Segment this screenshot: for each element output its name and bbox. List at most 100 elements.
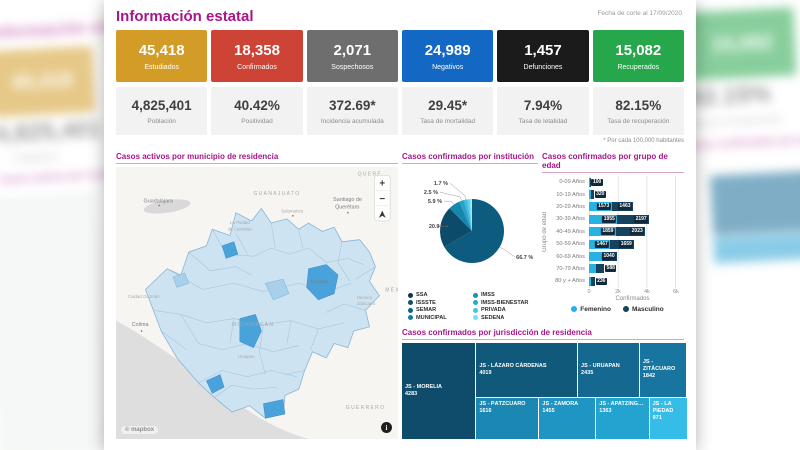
treemap-cell[interactable]: JS - LA PIEDAD 971 <box>649 397 687 439</box>
legend-dot-icon <box>473 292 478 298</box>
michoacan-state-shape <box>145 207 380 419</box>
pie-legend-column: SSA ISSSTE SEMAR MUNICIPAL <box>408 292 473 322</box>
map-city-dot <box>307 286 310 289</box>
treemap-panel-title: Casos confirmados por jurisdicción de re… <box>402 328 684 340</box>
map-label: Morelia <box>311 279 330 285</box>
rate-card-row: 4,825,401 Población 40.42% Positividad 372.6… <box>116 87 684 135</box>
treemap-cell[interactable]: JS - PÁTZCUARO 1616 <box>476 397 539 439</box>
compass-pitch-button[interactable] <box>378 210 386 218</box>
stat-card-estudiados: 45,418 Estudiados <box>116 30 208 82</box>
pie-slice <box>469 199 472 231</box>
bar-row-label: 60-69 Años <box>556 253 585 260</box>
treemap-cell[interactable]: JS - URUAPAN 2435 <box>578 343 639 397</box>
bar-track: 1467 1659 <box>589 239 676 249</box>
mapbox-attribution[interactable]: © mapbox <box>121 426 159 434</box>
map-city-dot <box>291 214 294 217</box>
bar-row: 50-59 Años 1467 1659 <box>551 238 684 250</box>
map-label: Santiago de <box>333 197 362 203</box>
pie-panel: Casos confirmados por institución 66.7 %… <box>402 152 538 324</box>
rate-label: Incidencia acumulada <box>320 117 384 125</box>
bar-value-label: 1467 <box>595 240 610 248</box>
bar-track: 1955 2197 <box>589 214 676 224</box>
treemap-cell-name: JS - ZAMORA <box>542 400 579 407</box>
rate-label: Positividad <box>241 117 273 125</box>
map-label: Querétaro <box>335 204 359 210</box>
bars-panel: Casos confirmados por grupo de edad Grup… <box>542 152 684 324</box>
pie-legend-label: IMSS-BIENESTAR <box>481 299 529 306</box>
rate-label: Tasa de recuperación <box>607 117 670 125</box>
bar-segment-femenino <box>589 276 592 286</box>
stat-value: 18,358 <box>234 41 280 59</box>
rate-value: 4,825,401 <box>131 97 192 113</box>
treemap-panel: Casos confirmados por jurisdicción de re… <box>402 328 687 439</box>
map-label: Guadalajara <box>144 198 174 204</box>
map-zoom-control: + − <box>374 174 391 222</box>
panels-area: Casos activos por municipio de residenci… <box>116 146 687 439</box>
bar-track: 1859 2023 <box>589 227 676 237</box>
rate-label: Población <box>147 117 176 125</box>
bar-row-label: 0-09 Años <box>559 179 585 186</box>
bars-x-axis-label: Confirmados <box>615 295 650 302</box>
pie-callout-label: 2.5 % <box>424 190 438 196</box>
treemap-cell[interactable]: JS - MORELIA 4283 <box>402 343 476 439</box>
legend-dot-icon <box>408 292 413 298</box>
zoom-out-button[interactable]: − <box>379 194 385 205</box>
bar-value-label: 236 <box>595 277 607 285</box>
bar-value-label: 1040 <box>602 253 617 261</box>
bar-track: 1573 1463 <box>589 202 676 212</box>
jurisdiction-treemap: JS - MORELIA 4283 JS - LÁZARO CÁRDENAS 401… <box>402 343 687 439</box>
bar-segment-femenino <box>589 264 596 274</box>
choropleth-map[interactable]: Guadalajara GUANAJUATO Salamanca Santiago d… <box>116 167 398 439</box>
treemap-cell[interactable]: JS - ZAMORA 1455 <box>539 397 596 439</box>
stat-value: 15,082 <box>615 41 662 59</box>
pie-legend-item: ISSSTE <box>408 300 473 306</box>
pie-slice <box>471 199 472 231</box>
bar-row-label: 50-59 Años <box>556 241 585 248</box>
legend-dot-icon <box>408 300 413 305</box>
treemap-cell[interactable]: JS - ZITÁCUARO 1842 <box>639 343 686 397</box>
bar-segment-masculino <box>589 177 591 187</box>
bars-panel-title: Casos confirmados por grupo de edad <box>542 152 684 173</box>
pie-legend-item: SSA <box>408 292 473 298</box>
pie-slice <box>467 199 472 231</box>
treemap-cell-name: JS - MORELIA <box>405 383 442 390</box>
treemap-cell-value: 971 <box>652 415 662 422</box>
info-icon[interactable]: i <box>381 422 392 433</box>
ocean <box>116 320 309 439</box>
lake-chapala <box>143 199 191 214</box>
rate-label: Tasa de mortalidad <box>420 117 476 125</box>
map-svg: Guadalajara GUANAJUATO Salamanca Santiago d… <box>116 170 398 439</box>
bar-value-label: 1463 <box>617 203 633 211</box>
zoom-in-button[interactable]: + <box>379 179 385 190</box>
bar-segment-femenino <box>589 177 590 187</box>
bars-legend-label: Masculino <box>631 305 664 313</box>
legend-dot-icon <box>473 300 478 305</box>
bar-segment-femenino <box>589 252 603 262</box>
pie-legend-column: IMSS IMSS-BIENESTAR PRIVADA SEDENA <box>473 292 538 322</box>
bar-segment-femenino <box>589 190 592 200</box>
treemap-cell[interactable]: JS - APATZINGÁN 1363 <box>596 397 649 439</box>
treemap-cell-value: 1363 <box>599 407 612 414</box>
stat-label: Sospechosos <box>331 63 374 71</box>
pie-callout-line <box>444 200 455 205</box>
x-tick: 2k <box>615 288 621 295</box>
treemap-cell-value: 4283 <box>405 391 418 397</box>
pie-slice <box>464 199 472 231</box>
bar-track: 320 <box>589 190 676 200</box>
map-label: GUERRERO <box>346 405 385 411</box>
bar-row-label: 40-49 Años <box>556 228 585 235</box>
pie-callout-line <box>439 191 462 201</box>
map-label: Zitácuaro <box>357 301 376 306</box>
pie-callout-label: 20.9 % <box>429 224 446 230</box>
stat-label: Confirmados <box>237 63 277 71</box>
pie-slice <box>444 199 504 263</box>
treemap-cell[interactable]: JS - LÁZARO CÁRDENAS 4019 <box>476 343 578 397</box>
bar-segment-masculino <box>591 190 594 200</box>
rate-value: 82.15% <box>615 97 662 113</box>
dashboard-card: Información estatal Fecha de corte al 17… <box>104 0 696 450</box>
bar-row: 60-69 Años 1040 <box>551 250 684 262</box>
stat-value: 2,071 <box>333 41 372 59</box>
bar-row: 40-49 Años 1859 2023 <box>551 226 684 238</box>
stat-card-row: 45,418 Estudiados 18,358 Confirmados 2,071 So… <box>116 30 684 82</box>
pie-callout-label: 1.7 % <box>434 181 448 187</box>
